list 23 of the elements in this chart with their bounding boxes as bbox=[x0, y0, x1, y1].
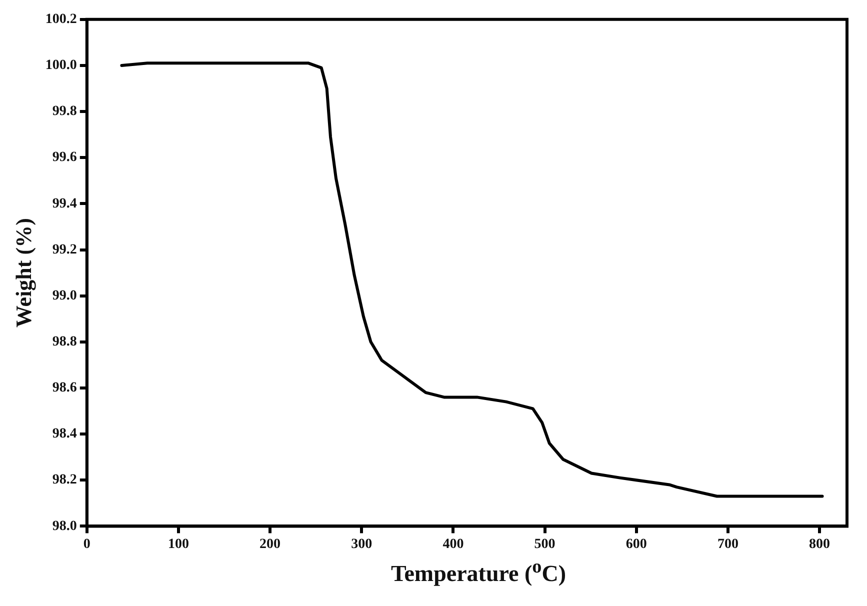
y-tick-label: 98.2 bbox=[52, 472, 77, 488]
y-tick-label: 100.2 bbox=[45, 12, 77, 28]
y-tick-label: 100.0 bbox=[45, 58, 77, 74]
x-tick-label: 200 bbox=[260, 537, 281, 552]
y-tick-label: 99.4 bbox=[52, 196, 77, 212]
x-tick-label: 300 bbox=[351, 537, 372, 552]
x-tick-label: 700 bbox=[717, 537, 738, 552]
y-tick-label: 99.2 bbox=[52, 242, 77, 258]
x-tick-label: 100 bbox=[168, 537, 189, 552]
y-tick-label: 98.8 bbox=[52, 334, 77, 350]
y-tick-label: 99.0 bbox=[52, 288, 77, 304]
y-axis-title: Weight (%) bbox=[10, 218, 36, 328]
x-tick-label: 400 bbox=[442, 537, 464, 552]
x-tick-label: 500 bbox=[534, 537, 556, 552]
y-tick-label: 98.0 bbox=[52, 518, 77, 534]
x-tick-label: 600 bbox=[626, 537, 647, 552]
x-tick-label: 800 bbox=[809, 537, 830, 552]
x-tick-label: 0 bbox=[83, 537, 90, 552]
x-axis-title: Temperature ($^{o}$C) bbox=[390, 556, 566, 586]
y-tick-label: 98.6 bbox=[52, 380, 77, 396]
y-tick-label: 99.8 bbox=[52, 104, 77, 120]
y-tick-label: 98.4 bbox=[52, 426, 77, 442]
y-tick-label: 99.6 bbox=[52, 150, 77, 166]
